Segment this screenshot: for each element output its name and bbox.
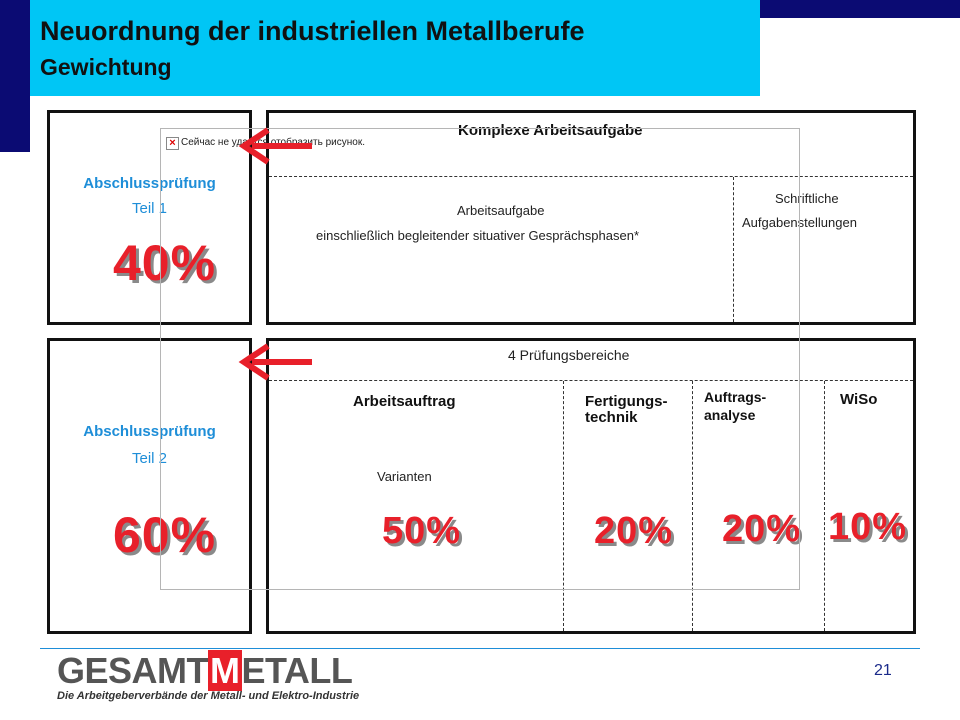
- part2-content-box: [266, 338, 916, 634]
- variants-label: Varianten: [377, 469, 432, 484]
- header-accent-top: [760, 0, 960, 18]
- left-arrow-icon: [238, 127, 312, 165]
- part1-percent: 40%: [113, 235, 217, 291]
- area-wiso-label: WiSo: [840, 391, 878, 408]
- area-arbeitsauftrag-percent: 50%: [382, 510, 462, 552]
- page-number: 21: [874, 662, 892, 679]
- area-auftragsanalyse-label-1: Auftrags-: [704, 389, 767, 405]
- part2-label-box: [47, 338, 252, 634]
- part1-sublabel: Teil 1: [131, 200, 168, 217]
- part2-divider-3: [824, 381, 825, 631]
- footer-divider: [40, 648, 920, 649]
- part1-label: Abschlussprüfung: [83, 175, 216, 192]
- logo-subtitle: Die Arbeitgeberverbände der Metall- und …: [57, 690, 360, 702]
- logo-text-part2: M: [208, 650, 242, 691]
- image-placeholder-frame: [160, 128, 800, 590]
- area-wiso-percent: 10%: [828, 506, 908, 548]
- area-fertigungstechnik-label-2: technik: [585, 409, 638, 426]
- part2-sublabel: Teil 2: [131, 450, 168, 467]
- page-subtitle: Gewichtung: [40, 54, 172, 80]
- part2-divider-h: [269, 380, 913, 381]
- area-fertigungstechnik-percent: 20%: [594, 510, 674, 552]
- area-fertigungstechnik-label-1: Fertigungs-: [585, 393, 668, 410]
- part1-divider-h: [269, 176, 913, 177]
- header-accent-left: [0, 0, 30, 152]
- left-arrow-icon: [238, 343, 312, 381]
- area-auftragsanalyse-label-2: analyse: [704, 407, 756, 423]
- part1-divider-v: [733, 177, 734, 322]
- part1-label-box: [47, 110, 252, 325]
- part1-written-line1: Schriftliche: [775, 191, 839, 206]
- part1-main-title: Komplexe Arbeitsaufgabe: [458, 122, 643, 139]
- part2-divider-2: [692, 381, 693, 631]
- area-arbeitsauftrag-label: Arbeitsauftrag: [353, 393, 456, 410]
- part2-main-title: 4 Prüfungsbereiche: [508, 347, 630, 363]
- part1-task-line1: Arbeitsaufgabe: [457, 203, 545, 218]
- broken-image-icon: ×: [166, 137, 179, 150]
- part2-label: Abschlussprüfung: [83, 423, 216, 440]
- area-auftragsanalyse-percent: 20%: [722, 508, 802, 550]
- part2-divider-1: [563, 381, 564, 631]
- page-title: Neuordnung der industriellen Metallberuf…: [40, 16, 585, 46]
- image-placeholder-text: Сейчас не удается отобразить рисунок.: [181, 137, 365, 148]
- gesamtmetall-logo: GESAMTMETALL Die Arbeitgeberverbände der…: [57, 650, 359, 710]
- part1-task-line2: einschließlich begleitender situativer G…: [316, 228, 640, 243]
- part1-content-box: [266, 110, 916, 325]
- logo-text-part3: ETALL: [241, 650, 353, 691]
- logo-text-part1: GESAMT: [57, 650, 209, 691]
- part2-percent: 60%: [113, 507, 217, 563]
- header-banner: [30, 0, 760, 96]
